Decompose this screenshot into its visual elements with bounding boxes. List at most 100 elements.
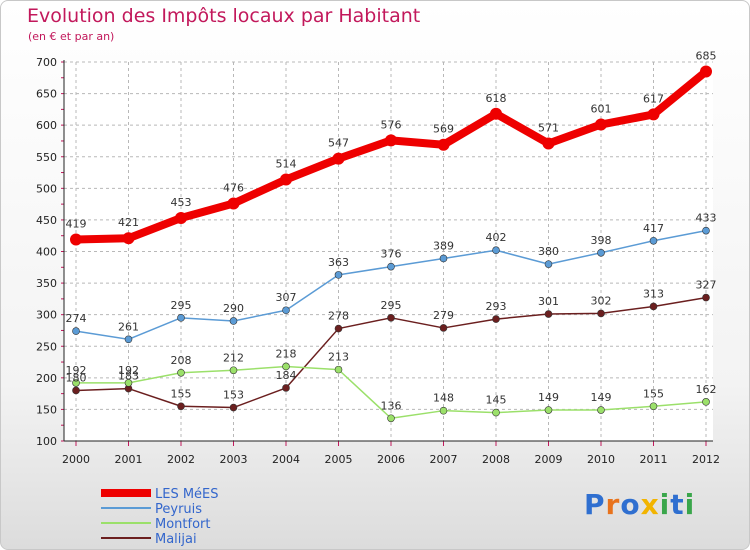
chart-axes: 100 150 200 250 300 350 400 450 500 550 600 650 700 2… [36,56,720,466]
x-tick-label: 2008 [482,453,510,466]
data-label: 569 [433,123,454,136]
logo-letter: r [605,488,621,521]
data-label: 307 [276,291,297,304]
data-point [72,386,80,395]
logo-letter: x [640,488,660,521]
data-point [177,314,185,322]
data-label: 327 [696,279,717,292]
data-point [229,317,238,325]
data-point [597,309,605,318]
data-label: 313 [643,287,664,300]
chart-series [70,65,712,423]
logo-letter: i [659,488,671,521]
data-point [702,226,710,235]
data-point [492,246,500,255]
data-point [597,406,605,414]
data-label: 376 [381,248,402,261]
data-point [334,324,343,333]
data-point [700,65,712,78]
data-point [595,118,607,131]
x-tick-label: 2007 [430,453,458,466]
data-point [332,152,345,165]
data-point [334,271,343,279]
logo-letter: P [584,488,606,521]
data-point [177,402,185,411]
data-label: 149 [538,391,559,404]
data-point [72,379,80,387]
data-label: 363 [328,256,349,269]
data-label: 153 [223,389,244,402]
data-label: 617 [643,92,664,105]
data-point [702,293,710,302]
data-label: 149 [591,391,612,404]
data-label: 293 [486,300,507,313]
data-label: 601 [591,103,612,116]
chart-subtitle: (en € et par an) [28,30,115,43]
data-label: 402 [486,231,507,244]
data-label: 433 [696,212,717,225]
data-point [72,327,80,335]
data-label: 148 [433,392,454,405]
data-label: 192 [118,364,139,377]
data-point [439,324,448,332]
data-point [492,315,500,323]
data-point [282,362,290,371]
data-label: 180 [66,371,87,384]
data-point [649,302,658,311]
data-label: 301 [538,295,559,308]
x-tick-label: 2012 [692,453,720,466]
data-label: 290 [223,302,244,315]
data-point [175,212,187,225]
data-label: 183 [118,370,139,383]
y-tick-label: 200 [36,372,57,385]
data-label: 279 [433,309,454,322]
data-label: 295 [171,299,192,312]
data-point [122,232,135,245]
data-label: 278 [328,310,349,323]
data-label: 162 [696,383,717,396]
data-point [229,366,238,375]
y-tick-label: 450 [36,214,57,227]
proxiti-logo: Proxiti [584,488,695,521]
data-point [124,379,133,387]
data-label: 417 [643,222,664,235]
legend-label: Malijai [155,532,197,547]
y-tick-label: 250 [36,340,57,353]
logo-letter: t [670,488,685,521]
data-label: 213 [328,351,349,364]
data-point [649,236,658,245]
logo-letter: i [684,488,696,521]
data-point [385,134,397,147]
y-tick-label: 100 [36,435,57,448]
data-point [177,368,185,377]
data-point [544,260,553,268]
data-label: 547 [328,137,349,150]
y-tick-label: 650 [36,88,57,101]
y-tick-label: 500 [36,182,57,195]
y-tick-label: 300 [36,309,57,322]
data-point [387,414,395,423]
data-label: 576 [381,118,402,131]
y-tick-label: 600 [36,119,57,132]
x-tick-label: 2009 [535,453,563,466]
y-tick-label: 550 [36,151,57,164]
chart-data-labels: 419 421 453 476 514 547 576 569 618 571 601 617 685 2… [66,49,717,412]
data-label: 380 [538,245,559,258]
y-tick-label: 350 [36,277,57,290]
y-tick-label: 150 [36,403,57,416]
data-point [227,197,240,210]
data-point [124,335,133,344]
x-tick-label: 2004 [272,453,300,466]
data-label: 419 [66,217,87,230]
data-label: 155 [643,387,664,400]
data-label: 514 [276,157,297,170]
data-point [492,408,500,417]
data-label: 155 [171,387,192,400]
x-tick-label: 2001 [115,453,143,466]
data-point [387,262,395,271]
x-tick-label: 2002 [167,453,195,466]
data-label: 192 [66,364,87,377]
